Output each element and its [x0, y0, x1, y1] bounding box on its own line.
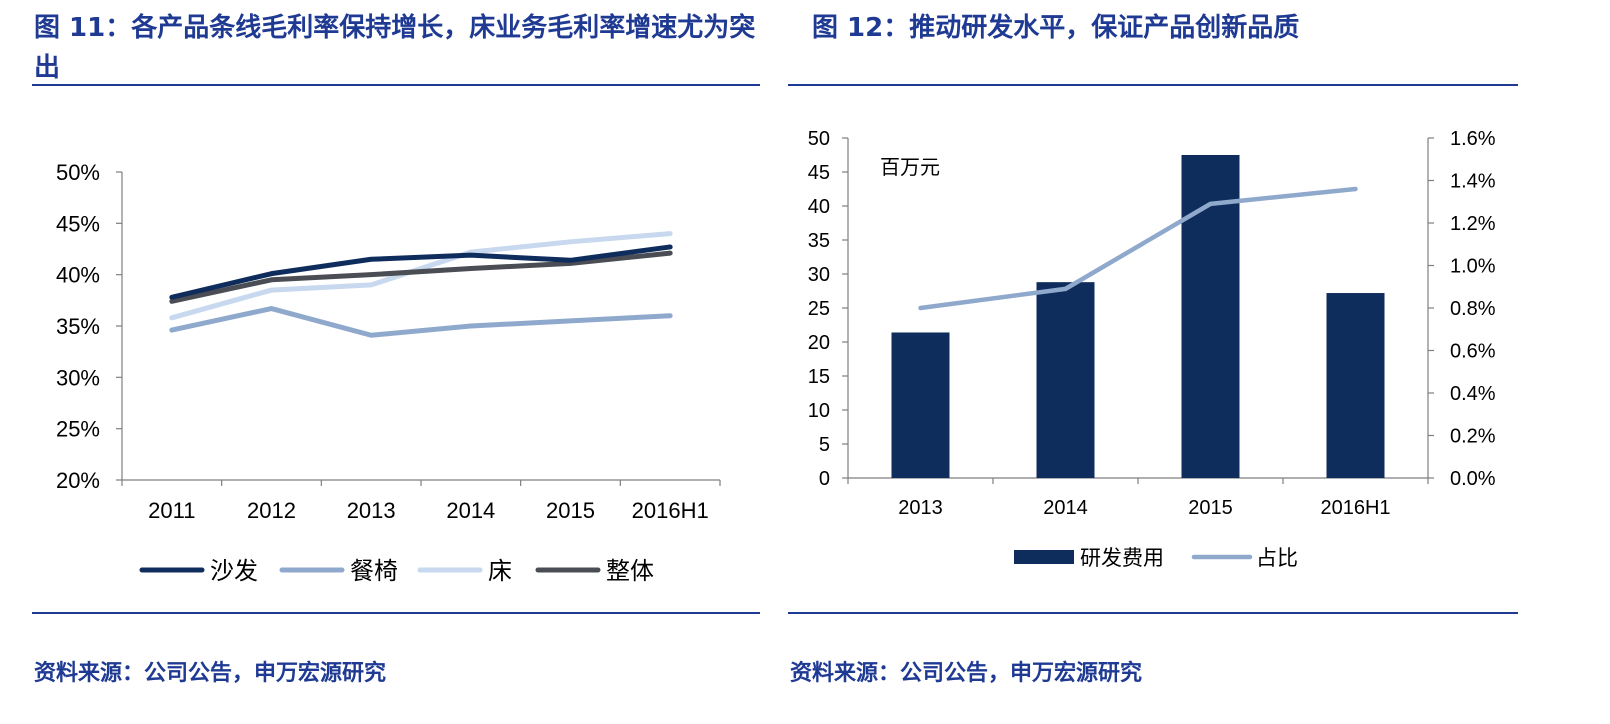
- series-line-ratio: [918, 186, 1358, 311]
- footer-rule-right: [788, 612, 1518, 614]
- y-tick-label: 25%: [56, 417, 100, 442]
- y-tick-label: 10: [808, 400, 830, 422]
- x-tick-label: 2015: [546, 498, 595, 523]
- x-tick-label: 2011: [148, 498, 195, 523]
- x-tick-label: 2016H1: [632, 498, 709, 523]
- y-tick-label: 45%: [56, 211, 100, 236]
- x-tick-label: 2016H1: [1320, 497, 1390, 519]
- header-rule-right: [788, 84, 1518, 86]
- series-line-2: [169, 306, 673, 338]
- x-tick-label: 2012: [247, 498, 296, 523]
- series-line-1: [169, 244, 673, 300]
- y2-tick-label: 0.4%: [1450, 383, 1496, 405]
- y-tick-label: 40%: [56, 263, 100, 288]
- figure-12-title: 图 12：推动研发水平，保证产品创新品质: [812, 13, 1300, 43]
- bar-rd-expense: [1326, 293, 1385, 478]
- x-tick-label: 2013: [347, 498, 396, 523]
- line-chart-gross-margin: 20% 25% 30% 35% 40% 45% 50% 2011 2012 2013 2014 201…: [56, 160, 721, 585]
- legend-label: 餐椅: [350, 558, 398, 585]
- y-tick-label: 30%: [56, 365, 100, 390]
- y-tick-label: 40: [808, 196, 830, 218]
- legend-label: 床: [488, 558, 512, 585]
- y-tick-label: 0: [819, 468, 830, 490]
- bar-rd-expense: [891, 332, 950, 478]
- y2-tick-label: 0.8%: [1450, 298, 1496, 320]
- y-tick-label: 50%: [56, 160, 100, 185]
- y2-tick-label: 1.4%: [1450, 171, 1496, 193]
- y2-tick-label: 1.6%: [1450, 128, 1496, 150]
- y-tick-label: 15: [808, 366, 830, 388]
- x-tick-label: 2014: [446, 498, 495, 523]
- x-tick-label: 2014: [1043, 497, 1088, 519]
- footer-rule-left: [32, 612, 760, 614]
- y2-tick-label: 0.2%: [1450, 426, 1496, 448]
- y-tick-label: 20: [808, 332, 830, 354]
- unit-label: 百万元: [880, 157, 940, 179]
- legend-label: 整体: [606, 558, 654, 585]
- y-tick-label: 35%: [56, 314, 100, 339]
- x-tick-label: 2015: [1188, 497, 1233, 519]
- y2-tick-label: 1.2%: [1450, 213, 1496, 235]
- y-tick-label: 35: [808, 230, 830, 252]
- y-tick-label: 50: [808, 128, 830, 150]
- legend-label: 研发费用: [1080, 547, 1164, 570]
- y2-tick-label: 1.0%: [1450, 256, 1496, 278]
- legend-swatch-bar: [1014, 550, 1074, 564]
- y-tick-label: 5: [819, 434, 830, 456]
- y-tick-label: 25: [808, 298, 830, 320]
- y-tick-label: 20%: [56, 468, 100, 493]
- legend-label: 沙发: [210, 558, 258, 585]
- y-tick-label: 30: [808, 264, 830, 286]
- source-note-right: 资料来源：公司公告，申万宏源研究: [790, 661, 1143, 686]
- figure-11-title: 图 11：各产品条线毛利率保持增长，床业务毛利率增速尤为突出: [34, 13, 756, 83]
- series-line-3: [169, 231, 673, 321]
- x-tick-label: 2013: [898, 497, 943, 519]
- bar-rd-expense: [1181, 155, 1240, 478]
- header-rule-left: [32, 84, 760, 86]
- bar-chart-rd-expense: 0 5 10 15 20 25 30 35 40 45 50 0.0% 0.2% 0.4% 0.6% 0.8%…: [808, 128, 1496, 570]
- y2-tick-label: 0.0%: [1450, 468, 1496, 490]
- y-tick-label: 45: [808, 162, 830, 184]
- series-line-4: [169, 250, 673, 304]
- source-note-left: 资料来源：公司公告，申万宏源研究: [34, 661, 387, 686]
- y2-tick-label: 0.6%: [1450, 341, 1496, 363]
- legend-label: 占比: [1256, 547, 1298, 570]
- bar-rd-expense: [1036, 282, 1095, 478]
